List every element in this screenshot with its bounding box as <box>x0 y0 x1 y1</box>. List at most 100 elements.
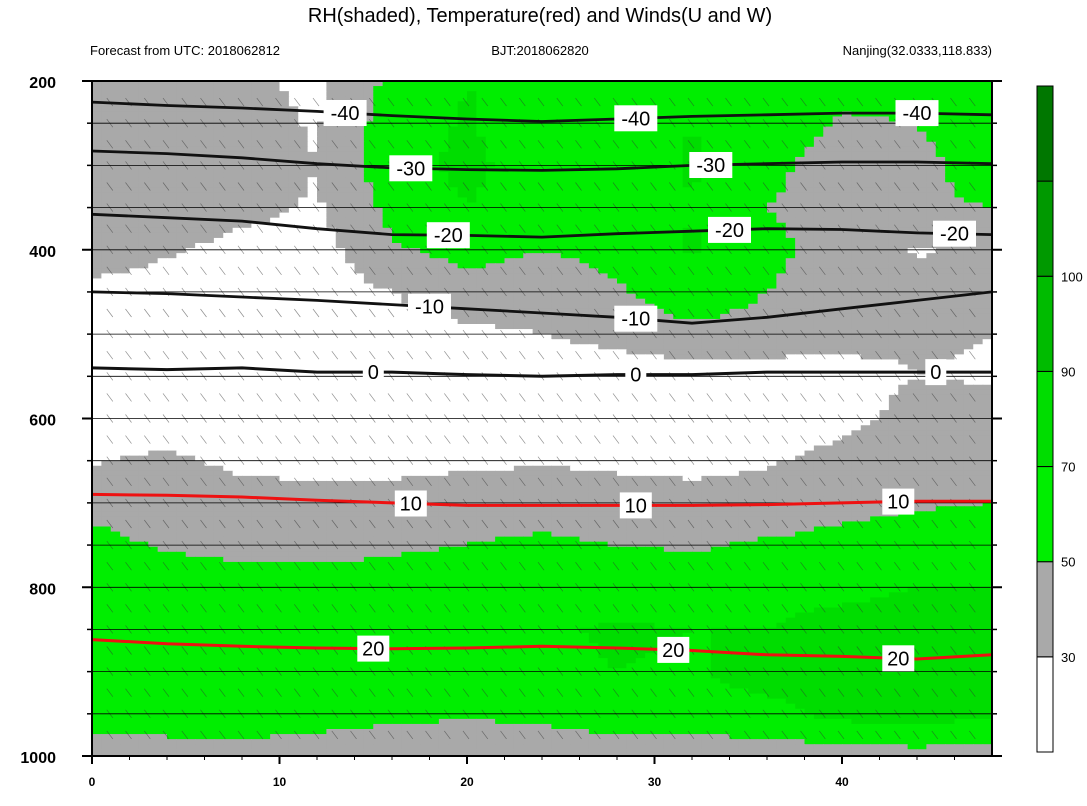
rh-cell <box>551 324 562 330</box>
rh-cell <box>757 329 768 335</box>
rh-cell <box>335 167 346 173</box>
rh-cell <box>307 258 318 264</box>
rh-cell <box>673 237 684 244</box>
rh-cell <box>354 217 365 224</box>
rh-cell <box>213 81 224 87</box>
rh-cell <box>204 172 215 178</box>
rh-cell <box>907 232 918 239</box>
rh-cell <box>120 273 131 280</box>
rh-cell <box>532 283 543 290</box>
rh-cell <box>748 121 759 128</box>
rh-cell <box>673 146 684 153</box>
rh-cell <box>710 253 721 259</box>
rh-cell <box>982 217 992 224</box>
rh-cell <box>832 96 843 102</box>
rh-cell <box>785 334 796 340</box>
rh-cell <box>917 131 927 138</box>
rh-cell <box>785 278 796 285</box>
rh-cell <box>982 172 992 178</box>
rh-cell <box>92 96 102 102</box>
rh-cell <box>326 248 337 254</box>
rh-cell <box>195 288 206 295</box>
rh-cell <box>298 167 309 173</box>
rh-cell <box>963 278 974 285</box>
rh-cell <box>917 308 927 315</box>
rh-cell <box>448 131 459 138</box>
rh-cell <box>907 131 918 138</box>
rh-cell <box>467 151 477 158</box>
rh-cell <box>917 217 927 224</box>
rh-cell <box>832 141 843 148</box>
rh-cell <box>195 106 206 112</box>
rh-cell <box>870 136 881 143</box>
rh-cell <box>804 96 815 102</box>
rh-cell <box>682 141 693 148</box>
rh-cell <box>767 156 777 163</box>
rh-cell <box>504 293 515 300</box>
rh-cell <box>101 283 112 290</box>
rh-cell <box>448 81 459 87</box>
rh-cell <box>270 339 281 345</box>
rh-cell <box>232 162 243 168</box>
rh-cell <box>279 227 290 234</box>
rh-cell <box>495 126 506 133</box>
rh-cell <box>213 197 224 204</box>
rh-cell <box>954 334 965 340</box>
rh-cell <box>879 172 890 178</box>
rh-cell <box>542 187 552 193</box>
rh-cell <box>467 106 477 112</box>
rh-cell <box>870 324 881 330</box>
rh-cell <box>110 162 121 168</box>
rh-cell <box>317 318 327 325</box>
rh-cell <box>982 187 992 193</box>
rh-cell <box>307 329 318 335</box>
rh-cell <box>185 121 196 128</box>
rh-cell <box>326 192 337 199</box>
rh-cell <box>185 308 196 315</box>
rh-cell <box>138 141 149 148</box>
rh-cell <box>551 334 562 340</box>
rh-cell <box>870 329 881 335</box>
rh-cell <box>382 324 393 330</box>
rh-cell <box>692 258 702 264</box>
rh-cell <box>654 116 665 123</box>
rh-cell <box>92 192 102 199</box>
rh-cell <box>335 318 346 325</box>
rh-cell <box>570 101 581 107</box>
rh-cell <box>167 106 177 112</box>
rh-cell <box>279 313 290 320</box>
rh-cell <box>710 116 721 123</box>
rh-cell <box>570 308 581 315</box>
rh-cell <box>270 308 281 315</box>
rh-cell <box>373 96 384 102</box>
rh-cell <box>476 217 487 224</box>
rh-cell <box>795 136 806 143</box>
rh-cell <box>382 187 393 193</box>
rh-cell <box>598 172 609 178</box>
rh-cell <box>963 131 974 138</box>
rh-cell <box>917 156 927 163</box>
rh-cell <box>448 192 459 199</box>
rh-cell <box>870 91 881 97</box>
rh-cell <box>232 126 243 133</box>
rh-cell <box>354 86 365 92</box>
rh-cell <box>420 324 431 330</box>
rh-cell <box>504 253 515 259</box>
rh-cell <box>110 278 121 285</box>
rh-cell <box>532 126 543 133</box>
rh-cell <box>92 283 102 290</box>
rh-cell <box>138 324 149 330</box>
rh-cell <box>438 207 449 214</box>
rh-cell <box>110 258 121 264</box>
rh-cell <box>92 298 102 305</box>
rh-cell <box>832 217 843 224</box>
rh-cell <box>663 313 674 320</box>
rh-cell <box>982 167 992 173</box>
rh-cell <box>898 197 909 204</box>
rh-cell <box>645 283 656 290</box>
rh-cell <box>917 273 927 280</box>
rh-cell <box>363 293 374 300</box>
rh-cell <box>513 177 524 183</box>
rh-cell <box>542 177 552 183</box>
rh-cell <box>317 182 327 188</box>
